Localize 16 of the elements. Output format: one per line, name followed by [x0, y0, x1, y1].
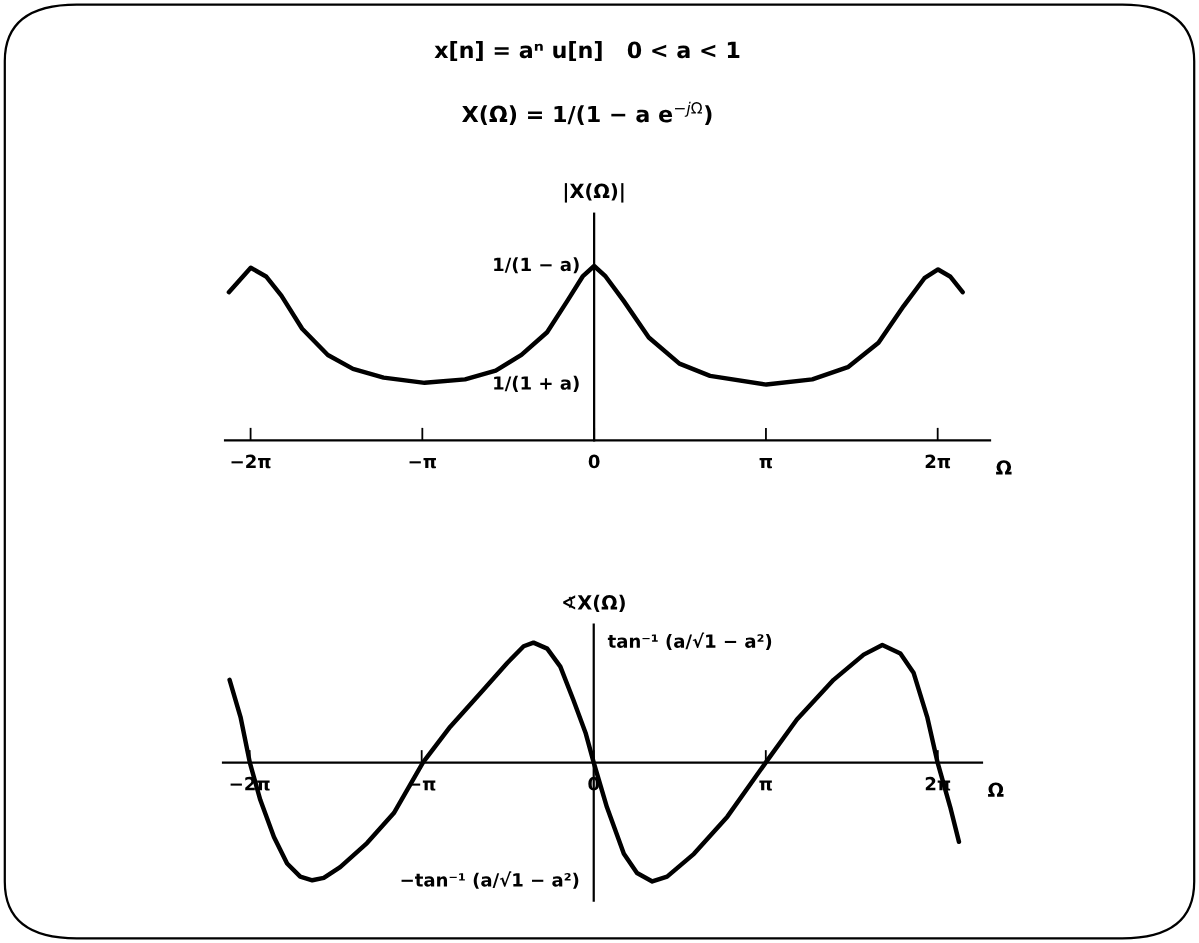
x-axis-title: Ω: [988, 782, 1004, 797]
x-tick-label: 2π: [925, 454, 951, 469]
y-axis-title: ∢X(Ω): [563, 594, 625, 613]
x-axis-title: Ω: [996, 460, 1012, 475]
x-tick-label: −π: [409, 458, 436, 469]
chart-subtitle: X(Ω) = 1/(1 − a e$^{−jΩ}$): [462, 101, 712, 126]
annotation: 1/(1 − a): [494, 257, 579, 274]
chart-title: x[n] = aⁿ u[n] 0 < a < 1: [434, 41, 740, 61]
annotation: −tan⁻¹ (a/√1 − a²): [401, 871, 579, 889]
annotation: 1/(1 + a): [494, 375, 579, 392]
x-tick-label: π: [759, 780, 772, 791]
x-tick-label: −2π: [231, 454, 271, 469]
annotation: tan⁻¹ (a/√1 − a²): [607, 632, 772, 651]
y-axis-title: |X(Ω)|: [564, 183, 624, 203]
x-tick-label: π: [759, 458, 773, 469]
x-tick-label: 0: [588, 454, 600, 469]
